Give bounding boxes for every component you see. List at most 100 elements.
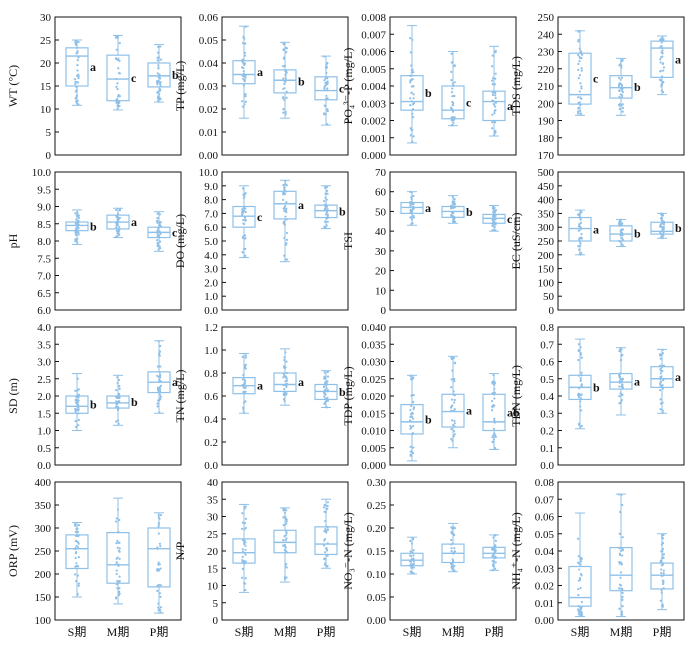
y-tick-label: 50 <box>543 291 555 303</box>
data-point <box>325 204 329 208</box>
data-point <box>242 42 245 45</box>
data-point <box>77 233 80 236</box>
y-tick-label: 0.000 <box>361 460 386 472</box>
data-point <box>159 45 162 48</box>
data-point <box>619 584 623 587</box>
data-point <box>450 398 454 401</box>
y-tick-label: 25 <box>40 35 52 47</box>
data-point <box>157 513 160 517</box>
data-point <box>283 188 286 191</box>
data-point <box>118 387 121 391</box>
data-point <box>158 378 161 381</box>
significance-letter: c <box>131 71 137 85</box>
y-tick-label: 0.05 <box>199 35 219 47</box>
y-tick-label: 0.07 <box>535 494 555 506</box>
data-point <box>284 258 288 261</box>
data-point <box>618 107 621 111</box>
y-axis-label: NH₄⁺-N (mg/L) <box>509 512 523 590</box>
data-point <box>326 217 329 220</box>
data-point <box>76 211 79 214</box>
data-point <box>494 435 497 439</box>
data-point <box>117 530 120 533</box>
data-point <box>243 562 246 565</box>
y-tick-label: 0.8 <box>204 368 218 380</box>
data-point <box>77 393 80 396</box>
significance-letter: a <box>172 375 178 389</box>
data-point <box>76 574 80 577</box>
data-point <box>660 568 663 571</box>
data-point <box>662 226 665 229</box>
significance-letter: b <box>339 204 346 218</box>
data-point <box>660 217 664 220</box>
data-point <box>621 536 624 539</box>
data-point <box>453 433 456 436</box>
y-tick-label: 170 <box>538 150 555 162</box>
data-point <box>451 87 454 90</box>
y-tick-label: 6.0 <box>204 222 218 234</box>
y-tick-label: 0.003 <box>361 98 386 110</box>
data-point <box>409 427 412 430</box>
data-point <box>411 424 415 428</box>
data-point <box>453 422 456 425</box>
data-point <box>116 212 120 215</box>
data-point <box>242 67 245 70</box>
data-point <box>159 384 162 387</box>
y-tick-label: 1.0 <box>37 426 51 438</box>
y-axis-label: EC (uS/cm) <box>509 213 523 270</box>
data-point <box>157 56 161 59</box>
data-point <box>158 93 161 96</box>
data-point <box>77 40 80 44</box>
data-point <box>115 561 118 564</box>
y-tick-label: 0.03 <box>535 563 555 575</box>
data-point <box>661 233 664 236</box>
data-point <box>242 84 245 87</box>
data-point <box>412 216 416 219</box>
y-tick-label: 250 <box>35 546 52 558</box>
data-point <box>660 83 663 87</box>
data-point <box>76 237 79 241</box>
data-point <box>491 205 495 208</box>
data-point <box>76 530 80 534</box>
data-point <box>618 402 621 405</box>
data-point <box>243 103 246 106</box>
box-M期: a <box>106 207 137 239</box>
data-point <box>156 219 159 223</box>
data-point <box>77 556 80 559</box>
significance-letter: a <box>90 60 96 74</box>
y-axis-label: TDP (mg/L) <box>341 366 355 425</box>
data-point <box>283 98 286 102</box>
data-point <box>117 378 120 382</box>
data-point <box>117 93 120 97</box>
y-tick-label: 100 <box>538 277 555 289</box>
data-point <box>618 380 621 383</box>
data-point <box>73 522 77 526</box>
y-tick-label: 3.0 <box>37 357 51 369</box>
data-point <box>659 599 662 602</box>
data-point <box>323 529 326 533</box>
data-point <box>285 200 288 204</box>
data-point <box>411 103 415 106</box>
data-point <box>282 220 286 223</box>
data-point <box>285 576 288 579</box>
data-point <box>158 371 162 374</box>
data-point <box>244 577 247 580</box>
y-tick-label: 0.01 <box>535 598 554 610</box>
data-point <box>77 216 80 219</box>
data-point <box>285 530 288 534</box>
y-axis-label: ORP (mV) <box>6 525 20 577</box>
panel-9: 0.0 0.5 1.0 1.5 2.0 2.5 3.0 3.5 4.0 SD (m) b b a <box>6 322 182 472</box>
panel-4: 170 180 190 200 210 220 230 240 250 TDS (mg/L) c b a <box>509 12 685 162</box>
data-point <box>324 81 327 85</box>
data-point <box>579 426 582 429</box>
data-point <box>115 395 118 398</box>
data-point <box>412 562 415 566</box>
data-point <box>156 91 159 94</box>
data-point <box>620 223 623 226</box>
box-M期: b <box>441 195 473 224</box>
data-point <box>661 49 664 52</box>
data-point <box>77 103 80 106</box>
data-point <box>410 212 414 215</box>
data-point <box>411 209 414 212</box>
box-M期: c <box>441 51 472 127</box>
